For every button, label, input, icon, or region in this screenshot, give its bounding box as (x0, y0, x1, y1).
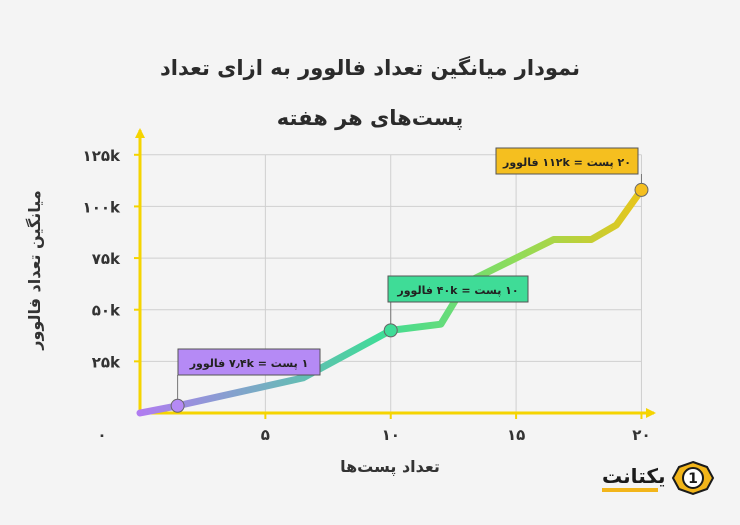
svg-text:1: 1 (688, 471, 698, 487)
callout-box (177, 348, 321, 376)
x-tick-label: ۵ (261, 426, 270, 444)
x-tick-label: ۲۰ (632, 426, 650, 444)
y-axis-label: میانگین تعداد فالوور (25, 190, 44, 350)
series-line (136, 186, 645, 417)
x-tick-label: ۰ (97, 426, 106, 444)
chart-title-line1: نمودار میانگین تعداد فالوور به ازای تعدا… (160, 56, 580, 80)
brand-logo: 1 یکتانت (598, 458, 718, 498)
highlight-point (170, 398, 185, 413)
axes (134, 128, 656, 419)
highlight-point (634, 182, 649, 197)
x-tick-label: ۱۵ (507, 426, 525, 444)
callout-label: ۲۰ پست = ۱۱۲k فالوور (502, 156, 631, 169)
x-tick-label: ۱۰ (382, 426, 400, 444)
x-axis-arrow-icon (646, 408, 656, 418)
y-tick-label: ۱۰۰k (83, 198, 121, 216)
chart-title-line2: پست‌های هر هفته (276, 106, 464, 130)
y-tick-label: ۱۲۵k (83, 147, 121, 165)
brand-emblem-icon: 1 (671, 460, 715, 496)
y-tick-label: ۷۵k (92, 250, 121, 268)
x-axis-label: تعداد پست‌ها (340, 457, 440, 477)
brand-underline (602, 488, 658, 492)
callout-label: ۱ پست = ۷٫۴k فالوور (189, 357, 309, 370)
brand-name: یکتانت (602, 464, 666, 488)
callout-label: ۱۰ پست = ۴۰k فالوور (396, 284, 518, 297)
callouts: ۱ پست = ۷٫۴k فالوور ۱۰ پست = ۴۰k فالوور ۲۰… (170, 147, 649, 413)
y-axis-arrow-icon (135, 128, 145, 138)
highlight-point (383, 323, 398, 338)
tick-labels: ۲۵k ۵۰k ۷۵k ۱۰۰k ۱۲۵k ۰ ۵ ۱۰ ۱۵ ۲۰ (83, 147, 651, 444)
y-tick-label: ۵۰k (92, 302, 121, 320)
callout-box (495, 147, 639, 175)
y-tick-label: ۲۵k (92, 353, 121, 371)
callout-box (387, 275, 529, 303)
series (136, 186, 645, 417)
